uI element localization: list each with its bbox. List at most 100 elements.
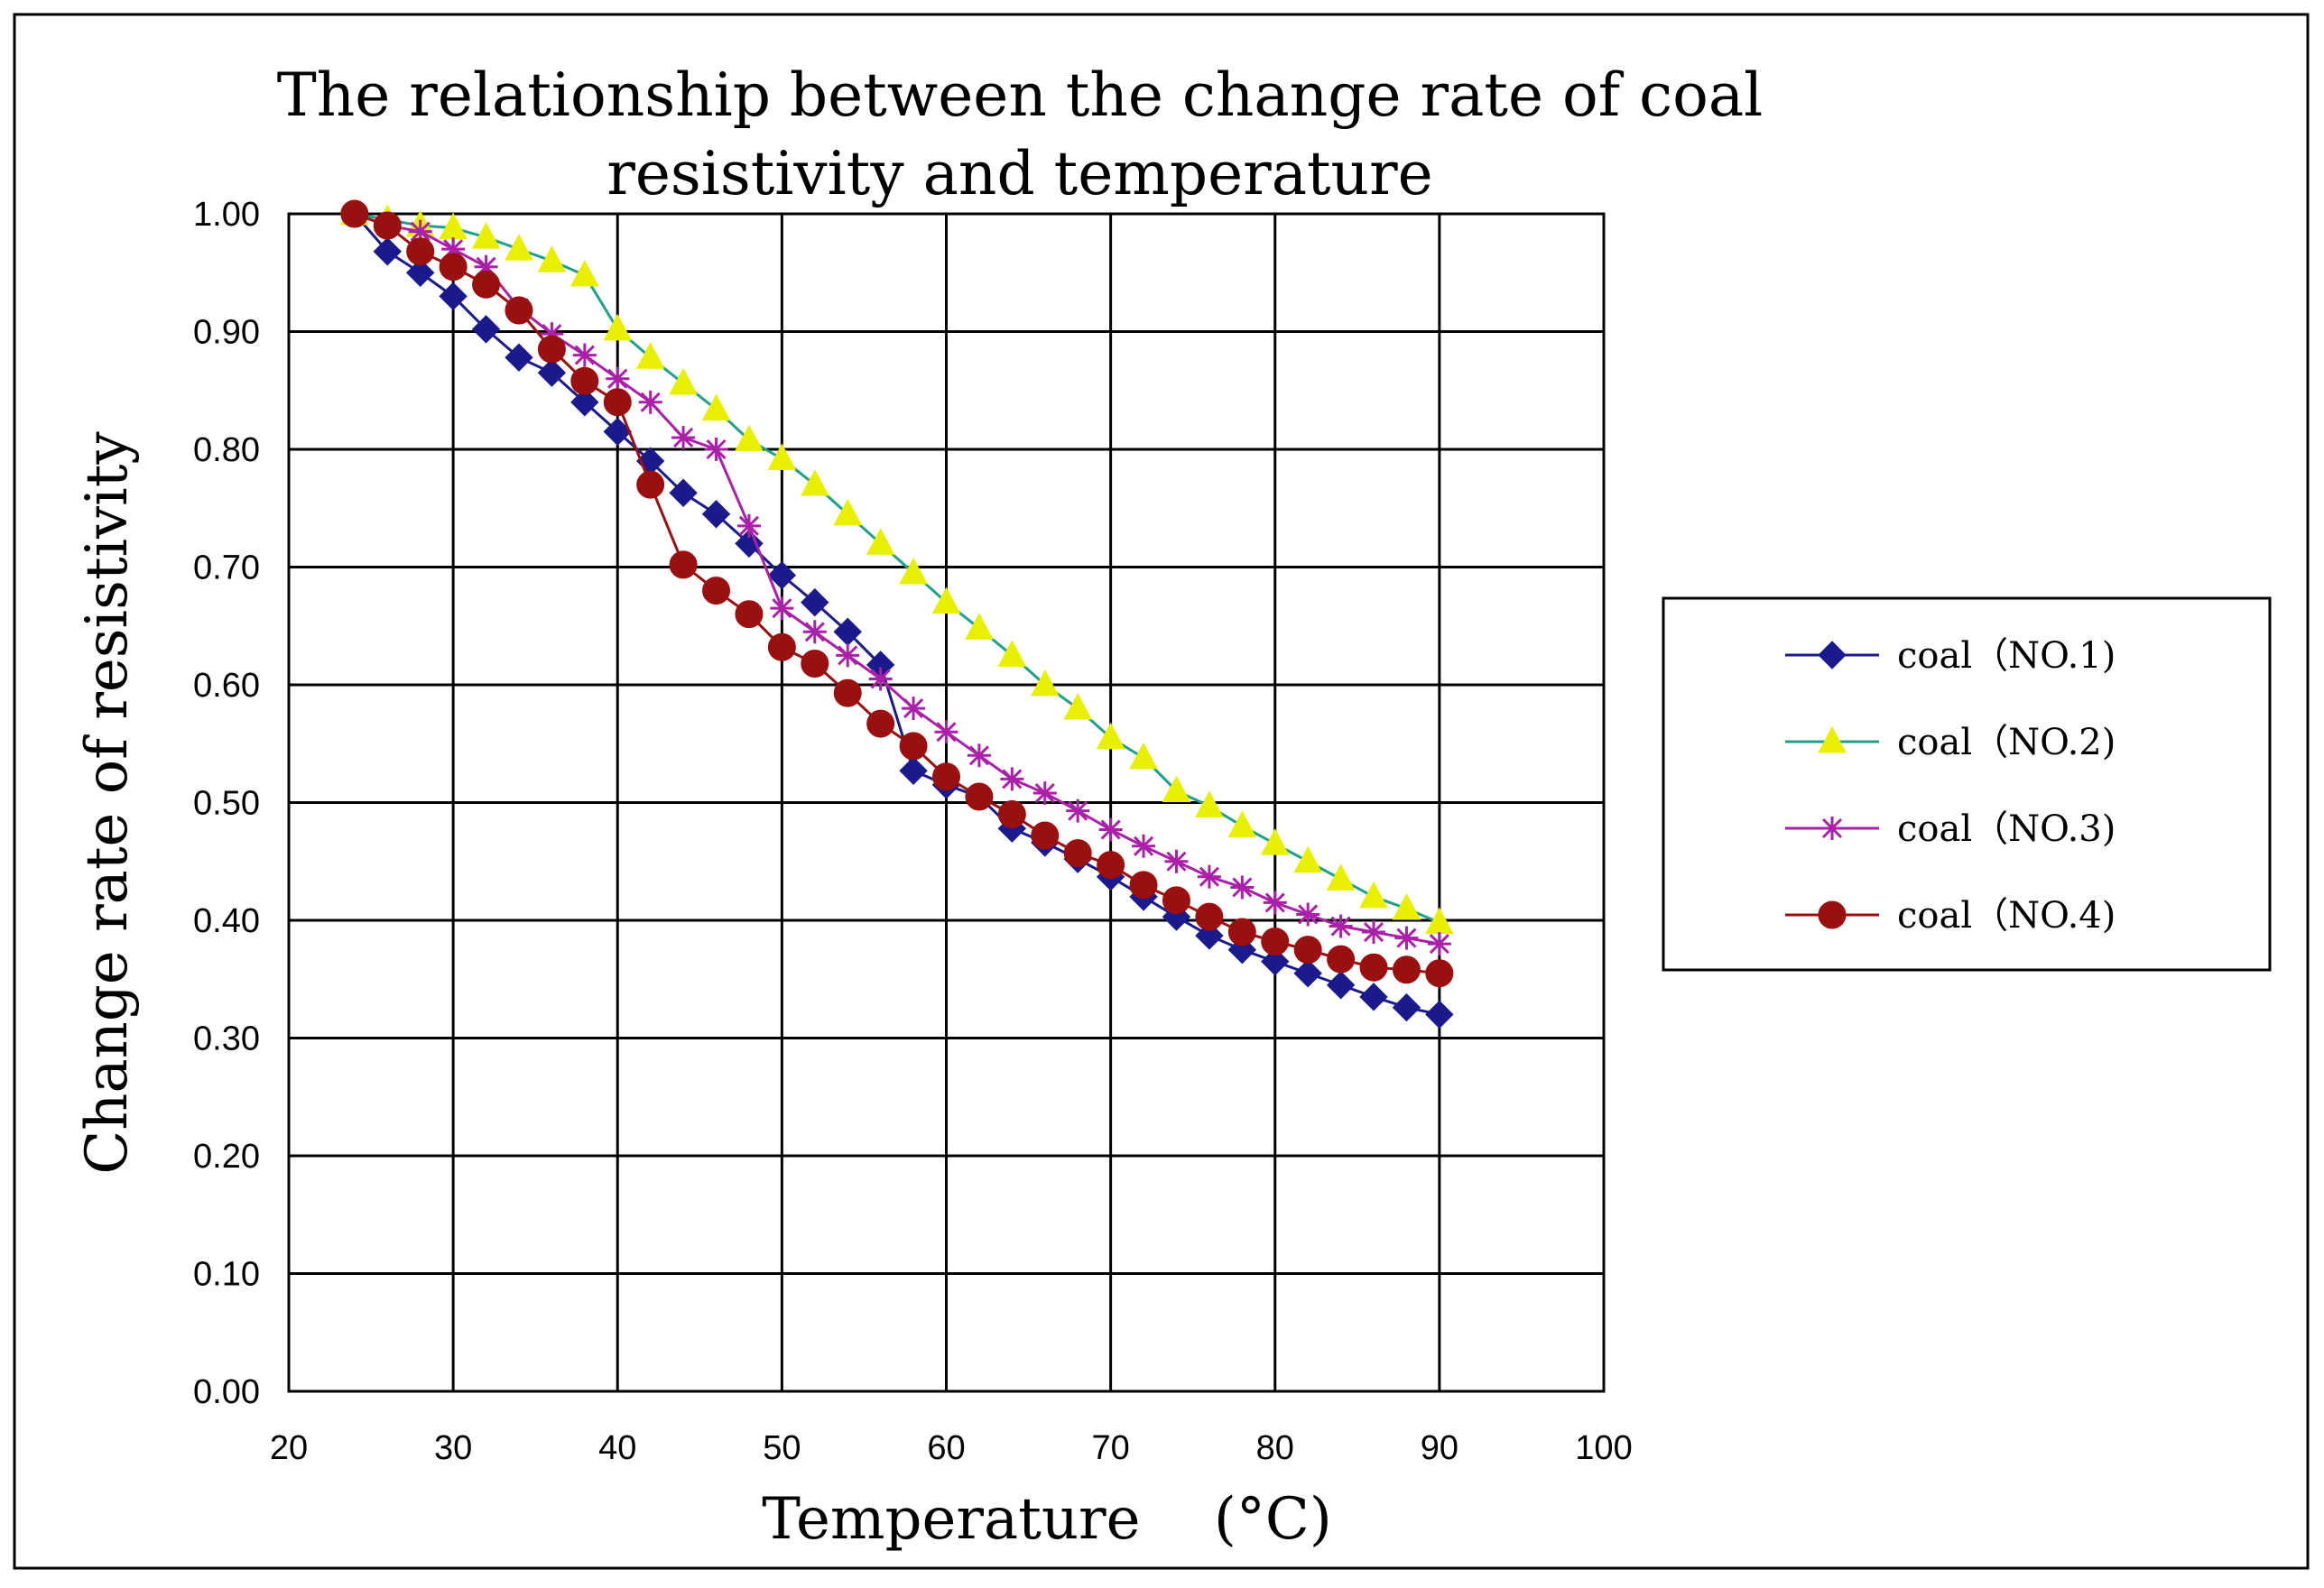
series-4-point xyxy=(1359,953,1388,982)
series-3-point xyxy=(868,667,893,691)
y-tick-label: 0.10 xyxy=(193,1256,260,1294)
y-tick-label: 0.60 xyxy=(193,667,260,705)
y-tick-label: 1.00 xyxy=(193,196,260,234)
series-4-point xyxy=(833,679,862,707)
series-4-point xyxy=(373,211,402,240)
series-2-point xyxy=(1129,742,1158,770)
legend-label: coal（NO.1) xyxy=(1897,635,2116,677)
y-tick-label: 0.50 xyxy=(193,785,260,823)
series-2-point xyxy=(701,393,731,421)
legend-label: coal（NO.4) xyxy=(1897,895,2116,937)
series-4-point xyxy=(866,709,895,738)
series-2-point xyxy=(767,443,797,470)
series-4-point xyxy=(1293,936,1322,965)
series-4-point xyxy=(1227,918,1256,946)
x-tick-label: 50 xyxy=(763,1429,801,1467)
series-3-point xyxy=(934,720,958,744)
series-2-line xyxy=(354,212,1440,924)
series-2-point xyxy=(1063,693,1093,720)
series-4-point xyxy=(735,600,764,629)
series-2-point xyxy=(800,469,829,496)
series-3-line xyxy=(354,212,1440,946)
series-3-point xyxy=(836,643,860,668)
series-2-point xyxy=(997,640,1027,667)
series-3-point xyxy=(1230,875,1255,900)
series-2-point xyxy=(833,498,863,526)
series-2-point xyxy=(1227,810,1257,838)
x-tick-label: 70 xyxy=(1091,1429,1129,1467)
legend-box xyxy=(1662,596,2272,972)
series-1-point xyxy=(505,343,533,372)
y-tick-label: 0.40 xyxy=(193,902,260,940)
series-2-point xyxy=(1326,863,1356,891)
legend-swatch-marker xyxy=(1818,725,1847,753)
series-4-point xyxy=(932,762,960,791)
y-tick-label: 0.80 xyxy=(193,431,260,469)
series-4-point xyxy=(1327,945,1356,974)
series-2-point xyxy=(537,245,567,272)
series-1-point xyxy=(1326,971,1356,1000)
y-tick-label: 0.20 xyxy=(193,1138,260,1176)
series-2-point xyxy=(1195,790,1224,817)
series-2-point xyxy=(569,259,599,287)
series-4-point xyxy=(801,650,829,679)
x-tick-label: 100 xyxy=(1575,1429,1632,1467)
series-1-point xyxy=(801,587,829,617)
series-4-point xyxy=(1425,959,1454,988)
series-4-point xyxy=(636,470,665,499)
x-tick-label: 80 xyxy=(1256,1429,1294,1467)
series-2-point xyxy=(931,586,961,614)
legend-label: coal（NO.2) xyxy=(1897,722,2116,763)
series-4-point xyxy=(965,782,994,811)
chart-title-line-1: The relationship between the change rate… xyxy=(277,60,1764,130)
series-1-point xyxy=(1425,1000,1454,1029)
x-tick-label: 30 xyxy=(434,1429,472,1467)
series-4-point xyxy=(1063,839,1092,868)
series-2-point xyxy=(505,234,533,261)
series-4-point xyxy=(1392,956,1421,984)
series-2-point xyxy=(1030,669,1060,697)
series-3-point xyxy=(1132,834,1156,858)
series-1-point xyxy=(373,237,402,266)
x-axis-ticks: 20 30 40 50 60 70 80 90 100 xyxy=(270,1429,1633,1467)
series-4-point xyxy=(1195,902,1224,931)
series-3-point xyxy=(572,343,597,367)
y-tick-label: 0.90 xyxy=(193,314,260,352)
series-3-point xyxy=(1164,849,1189,873)
series-3-point xyxy=(1263,891,1287,915)
series-4-point xyxy=(702,577,731,605)
series-1-point xyxy=(570,388,599,417)
series-3-point xyxy=(1427,932,1451,956)
series-2-point xyxy=(669,367,698,395)
series-3-point xyxy=(902,697,926,721)
legend-swatch-marker xyxy=(1820,817,1844,840)
series-2-point xyxy=(965,613,994,640)
series-2-point xyxy=(1392,892,1421,920)
series-2-point xyxy=(1162,775,1191,802)
series-3-point xyxy=(1032,781,1057,806)
series-3-point xyxy=(1197,864,1221,889)
series-1-point xyxy=(405,258,435,287)
series-1-point xyxy=(537,358,567,387)
series-3-point xyxy=(967,743,991,768)
series-3-point xyxy=(736,513,761,538)
series-1-line xyxy=(353,213,1440,1016)
series-4-point xyxy=(340,199,369,228)
series-2-point xyxy=(1260,828,1290,855)
series-2-point xyxy=(866,528,895,555)
series-3-point xyxy=(606,366,630,391)
series-1-point xyxy=(701,500,731,529)
series-4 xyxy=(340,199,1454,988)
series-4-point xyxy=(997,800,1026,829)
x-tick-label: 40 xyxy=(598,1429,636,1467)
outer-frame xyxy=(13,13,2310,1570)
series-4-point xyxy=(537,335,566,364)
series-2-point xyxy=(635,342,665,369)
series-4-point xyxy=(603,388,632,417)
series-3-point xyxy=(1000,767,1024,791)
series-1-point xyxy=(1293,959,1322,988)
series-4-point xyxy=(767,632,796,661)
series-1-point xyxy=(1392,992,1421,1022)
series-2-point xyxy=(1359,881,1388,909)
series-4-line xyxy=(354,212,1440,975)
